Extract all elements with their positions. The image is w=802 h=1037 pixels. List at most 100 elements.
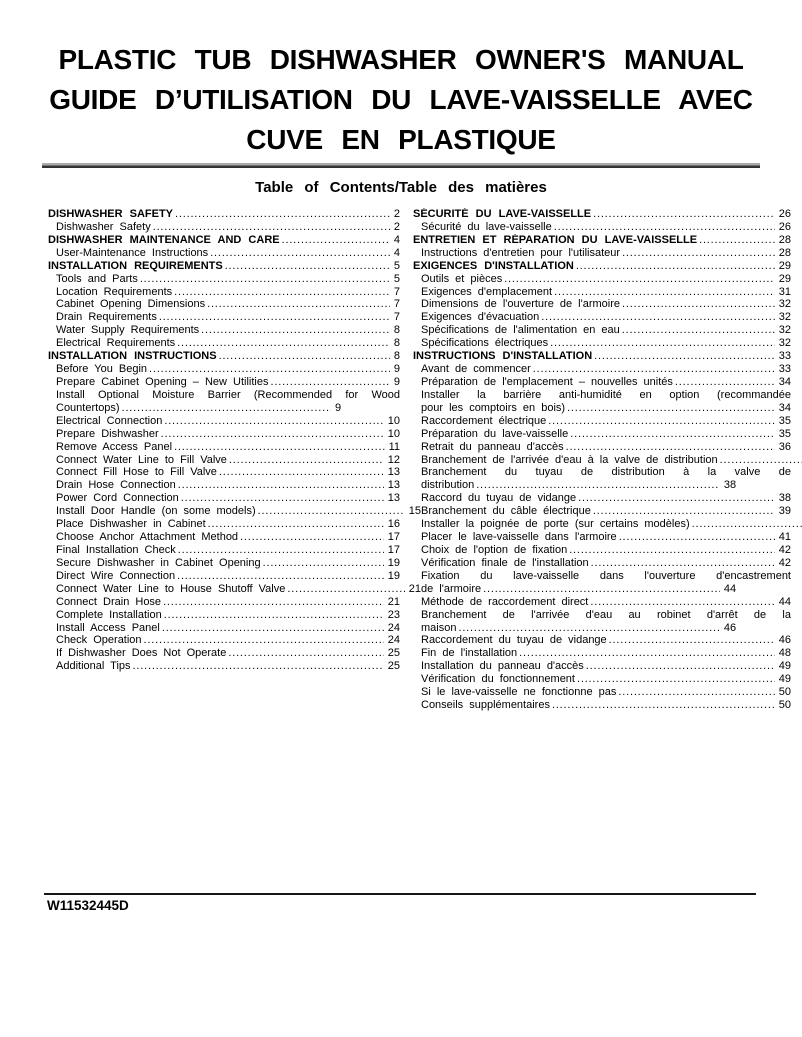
leader-dots xyxy=(458,622,719,635)
leader-dots xyxy=(122,402,331,415)
page-number: 11 xyxy=(388,440,400,453)
leader-dots xyxy=(618,686,774,699)
toc-entry-title: Final Installation Check xyxy=(56,543,176,556)
toc-entry: Outils et pièces 29 xyxy=(413,273,802,286)
leader-dots xyxy=(533,363,775,376)
page-number: 41 xyxy=(778,531,791,544)
toc-entry-title: Méthode de raccordement direct xyxy=(421,595,589,608)
page-number: 9 xyxy=(393,363,400,376)
page-number: 39 xyxy=(778,505,791,518)
leader-dots xyxy=(181,492,384,505)
toc-entry-title: Cabinet Opening Dimensions xyxy=(56,298,206,311)
toc-entry: maison 46 xyxy=(413,622,747,635)
toc-entry-title: Location Requirements xyxy=(56,285,173,298)
toc-entry-title: Additional Tips xyxy=(56,660,131,673)
toc-entry-title: ENTRETIEN ET RÉPARATION DU LAVE-VAISSELL… xyxy=(413,233,698,246)
leader-dots xyxy=(174,441,385,454)
toc-entry: de l'armoire 44 xyxy=(413,583,747,596)
page-number: 23 xyxy=(387,608,400,621)
toc-entry-title: Drain Hose Connection xyxy=(56,479,176,492)
toc-entry: EXIGENCES D'INSTALLATION 29 xyxy=(413,260,802,273)
toc-entry: Install Optional Moisture Barrier (Recom… xyxy=(48,389,400,402)
leader-dots xyxy=(675,376,775,389)
toc-entry: Spécifications électriques 32 xyxy=(413,337,802,350)
page-number: 44 xyxy=(778,595,791,608)
toc-entry: Connect Drain Hose 21 xyxy=(48,596,400,609)
page-number: 26 xyxy=(778,220,791,233)
leader-dots xyxy=(178,479,384,492)
leader-dots xyxy=(282,234,390,247)
manual-title-line-3: CUVE EN PLASTIQUE xyxy=(246,124,556,155)
toc-entry: Connect Fill Hose to Fill Valve 13 xyxy=(48,466,400,479)
page-number: 42 xyxy=(778,556,791,569)
leader-dots xyxy=(177,570,384,583)
footer-divider-rule xyxy=(44,893,756,895)
page-number: 29 xyxy=(778,259,791,272)
toc-entry-title: Connect Fill Hose to Fill Valve xyxy=(56,466,217,479)
toc-entry: Additional Tips 25 xyxy=(48,660,400,673)
toc-entry: Remove Access Panel 11 xyxy=(48,441,400,454)
page-number: 5 xyxy=(393,259,400,272)
toc-entry-title: Electrical Connection xyxy=(56,414,163,427)
toc-entry-title: Branchement du câble électrique xyxy=(421,505,591,518)
page-number: 19 xyxy=(387,569,400,582)
toc-entry: Electrical Connection 10 xyxy=(48,415,400,428)
toc-entry: Power Cord Connection 13 xyxy=(48,492,400,505)
leader-dots xyxy=(164,609,384,622)
page-number: 17 xyxy=(387,531,400,544)
toc-entry-title: pour les comptoirs en bois) xyxy=(421,401,566,414)
toc-entry-title: Branchement de l'arrivée d'eau à la valv… xyxy=(421,453,718,466)
leader-dots xyxy=(164,415,383,428)
toc-entry-title: Placer le lave-vaisselle dans l'armoire xyxy=(421,531,617,544)
toc-entry-title: DISHWASHER MAINTENANCE AND CARE xyxy=(48,233,280,246)
leader-dots xyxy=(593,505,775,518)
leader-dots xyxy=(692,518,802,531)
toc-entry: Complete Installation 23 xyxy=(48,609,400,622)
leader-dots xyxy=(144,634,384,647)
leader-dots xyxy=(228,647,383,660)
page-number: 4 xyxy=(393,246,400,259)
toc-entry-title: Check Operation xyxy=(56,634,142,647)
toc-entry: If Dishwasher Does Not Operate 25 xyxy=(48,647,400,660)
page-number: 13 xyxy=(387,466,400,479)
page-number: 28 xyxy=(778,246,791,259)
toc-entry: Si le lave-vaisselle ne fonctionne pas 50 xyxy=(413,686,802,699)
toc-entry-title: EXIGENCES D'INSTALLATION xyxy=(413,259,574,272)
toc-entry: Raccord du tuyau de vidange 38 xyxy=(413,492,802,505)
toc-entry: Final Installation Check 17 xyxy=(48,544,400,557)
page-number: 32 xyxy=(778,324,791,337)
page-number: 9 xyxy=(334,401,342,414)
page-number: 12 xyxy=(387,453,400,466)
toc-entry-title: INSTALLATION REQUIREMENTS xyxy=(48,259,223,272)
leader-dots xyxy=(161,428,384,441)
page-number: 36 xyxy=(778,440,791,453)
page-number: 13 xyxy=(387,479,400,492)
toc-entry: Vérification du fonctionnement 49 xyxy=(413,673,802,686)
toc-entry-title: Tools and Parts xyxy=(56,272,138,285)
leader-dots xyxy=(287,583,404,596)
toc-entry-title: Installer la barrière anti-humidité en o… xyxy=(421,388,791,401)
page-number: 10 xyxy=(387,427,400,440)
toc-entry: Drain Hose Connection 13 xyxy=(48,479,400,492)
page-number: 32 xyxy=(778,298,791,311)
toc-entry-title: Choix de l'option de fixation xyxy=(421,543,568,556)
leader-dots xyxy=(133,660,384,673)
leader-dots xyxy=(541,311,775,324)
toc-entry: distribution 38 xyxy=(413,479,747,492)
toc-entry: Exigences d'emplacement 31 xyxy=(413,286,802,299)
leader-dots xyxy=(576,260,775,273)
page-number: 10 xyxy=(387,414,400,427)
toc-entry-title: User-Maintenance Instructions xyxy=(56,246,209,259)
page-number: 46 xyxy=(778,634,791,647)
toc-entry: Raccordement électrique 35 xyxy=(413,415,802,428)
page-number: 34 xyxy=(778,375,791,388)
leader-dots xyxy=(569,544,775,557)
toc-entry: Choix de l'option de fixation 42 xyxy=(413,544,802,557)
toc-entry: Dimensions de l'ouverture de l'armoire 32 xyxy=(413,298,802,311)
toc-entry: Countertops) 9 xyxy=(48,402,341,415)
page-number: 44 xyxy=(723,582,737,595)
toc-entry-title: Drain Requirements xyxy=(56,311,157,324)
page-number: 32 xyxy=(778,311,791,324)
toc-entry-title: Exigences d'emplacement xyxy=(421,285,553,298)
toc-entry-title: Vérification finale de l'installation xyxy=(421,556,589,569)
